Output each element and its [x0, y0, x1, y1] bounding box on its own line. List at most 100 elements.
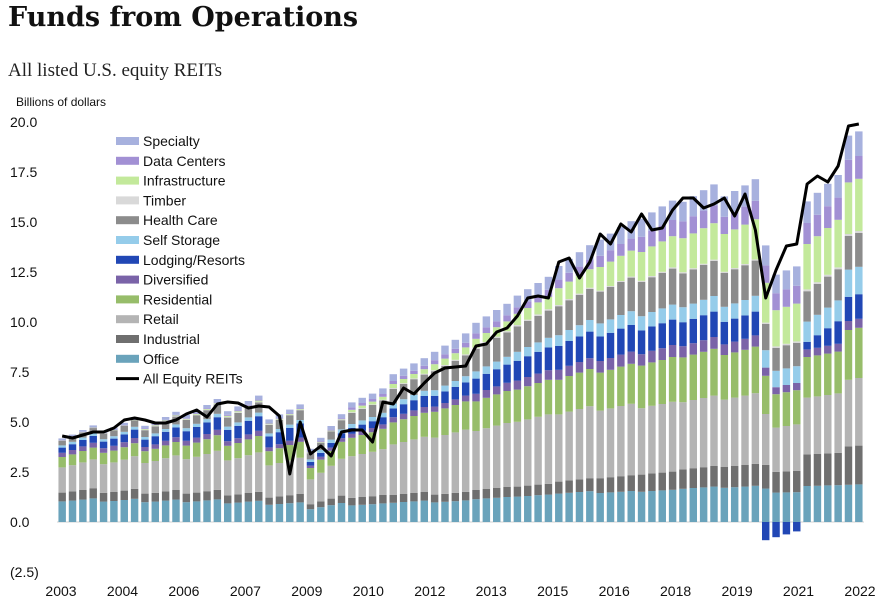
bar-infrastructure [379, 396, 387, 400]
bar-data-centers [689, 216, 698, 234]
bar-infrastructure [741, 224, 749, 264]
bar-retail [492, 425, 501, 488]
bar-infrastructure [182, 418, 191, 420]
bar-residential [89, 447, 97, 460]
bar-infrastructure [255, 400, 263, 402]
bar-diversified [761, 367, 770, 376]
bar-timber [348, 412, 356, 413]
bar-timber [606, 286, 615, 287]
bar-residential [317, 459, 325, 473]
bar-diversified [161, 440, 170, 446]
bar-diversified [337, 438, 346, 442]
bar-diversified [151, 444, 160, 449]
y-tick-label: 20.0 [10, 114, 37, 130]
bar-specialty [720, 196, 729, 217]
legend-swatch [116, 176, 139, 185]
bar-health-care [844, 236, 853, 270]
bar-timber [534, 314, 542, 316]
bar-data-centers [192, 413, 201, 414]
bar-specialty [648, 212, 656, 231]
bar-self-storage [120, 431, 128, 435]
bar-health-care [161, 421, 170, 429]
bar-infrastructure [223, 415, 232, 417]
bar-infrastructure [534, 302, 542, 315]
bar-data-centers [813, 214, 822, 237]
bar-residential [182, 445, 191, 460]
bar-data-centers [492, 321, 501, 328]
bar-health-care [472, 348, 480, 372]
bar-retail [58, 467, 66, 493]
bar-lodging-resorts [306, 462, 315, 466]
bar-self-storage [472, 371, 480, 379]
bar-self-storage [803, 321, 811, 342]
bar-retail [472, 431, 480, 490]
bar-lodging-resorts [410, 400, 418, 411]
bar-health-care [813, 284, 822, 315]
bar-health-care [244, 407, 253, 418]
bar-specialty [524, 289, 532, 302]
bar-data-centers [327, 429, 335, 431]
bar-timber [844, 234, 853, 236]
bar-retail [255, 452, 263, 492]
bar-office [565, 492, 573, 522]
bar-retail [461, 429, 470, 492]
bar-residential [710, 348, 718, 396]
bar-data-centers [844, 159, 853, 183]
bar-diversified [689, 343, 698, 355]
bar-infrastructure [586, 269, 594, 288]
bar-industrial [710, 466, 718, 487]
bar-office [337, 503, 346, 522]
bar-specialty [513, 295, 522, 308]
bar-retail [710, 395, 718, 466]
bar-lodging-resorts [586, 331, 594, 359]
bar-infrastructure [161, 420, 170, 421]
bar-data-centers [296, 408, 304, 409]
bar-industrial [513, 486, 522, 497]
x-tick-label: 2012 [414, 583, 445, 599]
bar-diversified [430, 406, 439, 412]
bar-industrial [317, 501, 325, 508]
bar-specialty [223, 411, 232, 415]
bar-self-storage [368, 417, 377, 422]
bar-lodging-resorts [430, 395, 439, 407]
bar-infrastructure [337, 419, 346, 420]
bar-timber [772, 346, 780, 348]
legend-label: Specialty [143, 133, 200, 149]
bar-lodging-resorts [503, 364, 511, 383]
bar-industrial [389, 495, 397, 503]
bar-retail [410, 439, 418, 493]
legend-label: Lodging/Resorts [143, 252, 245, 268]
bar-residential [151, 448, 160, 461]
bar-lodging-resorts [265, 436, 273, 448]
bar-residential [741, 349, 749, 396]
bar-timber [782, 343, 791, 346]
bar-self-storage [451, 381, 460, 387]
bar-lodging-resorts [834, 321, 842, 344]
line-all-equity-reits [61, 122, 860, 476]
bar-health-care [110, 430, 118, 437]
bar-specialty [689, 196, 698, 217]
bar-retail [658, 404, 666, 473]
bar-timber [192, 414, 201, 416]
bar-office [834, 485, 842, 522]
bar-industrial [824, 453, 832, 486]
bar-residential [586, 369, 594, 407]
legend-label: Health Care [143, 212, 218, 228]
bar-industrial [337, 495, 346, 503]
bar-lodging-resorts [420, 396, 429, 407]
bar-residential [761, 375, 770, 414]
bar-retail [203, 454, 211, 492]
bar-specialty [213, 399, 222, 403]
bar-lodging-resorts [492, 369, 501, 387]
bar-data-centers [223, 414, 232, 416]
bar-diversified [617, 354, 625, 367]
bar-infrastructure [327, 430, 335, 432]
bar-diversified [203, 434, 211, 440]
bar-infrastructure [761, 282, 770, 323]
bar-lodging-resorts [110, 438, 118, 446]
bar-timber [223, 416, 232, 418]
bar-infrastructure [389, 384, 397, 388]
bar-lodging-resorts [751, 311, 760, 336]
bar-industrial [679, 469, 687, 489]
bar-lodging-resorts [286, 427, 294, 441]
